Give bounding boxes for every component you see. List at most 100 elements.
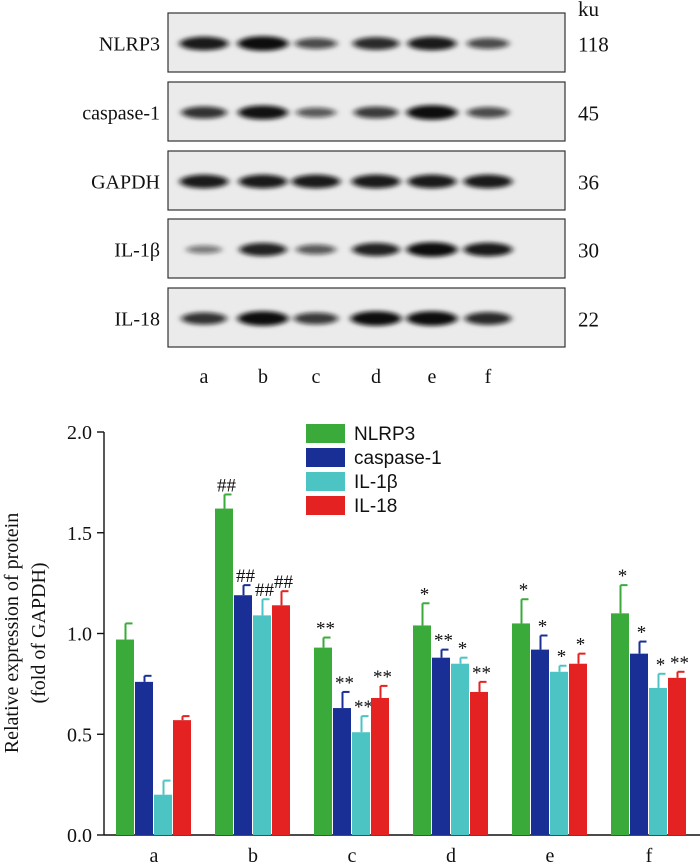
bar (668, 677, 686, 835)
blot-band (179, 174, 229, 189)
significance-mark: * (637, 623, 647, 644)
blot-band (463, 242, 513, 257)
significance-mark: ** (472, 663, 491, 684)
y-tick-label: 1.0 (67, 624, 92, 646)
significance-mark: ** (316, 619, 335, 640)
bar (531, 649, 549, 835)
bar (333, 708, 351, 835)
y-tick-label: 0.0 (67, 825, 92, 847)
blot-band (406, 311, 458, 326)
significance-mark: ## (274, 572, 294, 593)
blot-band (466, 107, 510, 118)
lane-label: b (258, 366, 268, 388)
bar (413, 625, 431, 835)
legend-swatch (306, 424, 345, 443)
blot-band (353, 106, 399, 119)
bar (649, 687, 667, 835)
bar (512, 623, 530, 835)
blot-band (407, 174, 457, 189)
blot-band (291, 174, 341, 189)
y-axis-sublabel: (fold of GAPDH) (28, 562, 50, 703)
blot-protein-label: NLRP3 (99, 34, 160, 56)
y-tick-label: 2.0 (67, 422, 92, 444)
blot-band (239, 242, 287, 257)
blot-band (181, 312, 227, 325)
blot-band (186, 245, 222, 254)
bar (611, 613, 629, 835)
significance-mark: ** (670, 653, 689, 674)
blot-band (294, 38, 338, 49)
significance-mark: * (656, 655, 666, 676)
western-blot-panel: ku NLRP3 118 caspase-1 45 GAPDH 36 IL-1β 30 IL-18… (82, 0, 608, 388)
blot-band (237, 311, 289, 326)
blot-protein-label: GAPDH (91, 172, 160, 194)
bar-chart-panel: 0.0 0.5 1.0 1.5 2.0 Relative expression of pr… (1, 422, 700, 865)
bar (173, 720, 191, 835)
blot-band (350, 311, 402, 326)
bar (253, 615, 271, 835)
blot-band (351, 174, 401, 189)
blot-band (352, 37, 400, 50)
blot-band (237, 36, 289, 51)
significance-mark: * (420, 584, 430, 605)
significance-mark: * (538, 617, 548, 638)
blot-mw-label: 118 (578, 33, 609, 57)
significance-mark: ** (373, 667, 392, 688)
significance-mark: * (458, 639, 468, 660)
unit-label: ku (578, 0, 600, 21)
bar (550, 671, 568, 835)
blot-band (352, 242, 400, 257)
blot-mw-label: 45 (578, 102, 599, 126)
significance-mark: ** (354, 697, 373, 718)
legend-swatch (306, 448, 345, 467)
lane-label: e (428, 366, 437, 388)
legend-label: IL-18 (354, 496, 397, 517)
y-tick-label: 1.5 (67, 523, 92, 545)
x-tick-label: a (150, 845, 159, 865)
bar (432, 657, 450, 835)
significance-mark: ** (335, 673, 354, 694)
significance-mark: * (557, 647, 567, 668)
x-tick-label: c (348, 845, 357, 865)
blot-band (463, 174, 513, 189)
blot-band (407, 36, 457, 51)
blot-mw-label: 22 (578, 308, 599, 332)
blot-band (238, 174, 288, 189)
lane-label: c (312, 366, 321, 388)
legend-label: IL-1β (354, 472, 398, 493)
x-tick-label: b (248, 845, 258, 865)
blot-band (238, 105, 288, 120)
legend-swatch (306, 496, 345, 515)
bar (569, 663, 587, 835)
bar (215, 508, 233, 835)
blot-protein-label: IL-18 (114, 309, 160, 331)
significance-mark: * (618, 566, 628, 587)
blot-band (296, 244, 336, 255)
lane-label: f (485, 366, 492, 388)
bar (135, 681, 153, 835)
x-tick-label: d (446, 845, 456, 865)
blot-band (296, 107, 336, 118)
lane-label: d (371, 366, 381, 388)
blot-band (293, 312, 339, 325)
bar (352, 732, 370, 835)
legend-label: NLRP3 (354, 424, 415, 445)
y-axis-label: Relative expression of protein (1, 513, 23, 754)
legend-label: caspase-1 (354, 448, 442, 469)
blot-band (179, 36, 229, 51)
blot-mw-label: 36 (578, 171, 599, 195)
significance-mark: ## (217, 475, 237, 496)
bar (234, 595, 252, 835)
x-tick-label: f (646, 845, 653, 865)
blot-band (406, 105, 458, 120)
bar (470, 691, 488, 835)
lane-label: a (200, 366, 209, 388)
blot-protein-label: IL-1β (114, 240, 160, 262)
blot-band (406, 242, 458, 257)
legend-swatch (306, 472, 345, 491)
blot-band (181, 106, 227, 119)
significance-mark: ## (255, 580, 275, 601)
bar (451, 663, 469, 835)
bar (116, 639, 134, 835)
